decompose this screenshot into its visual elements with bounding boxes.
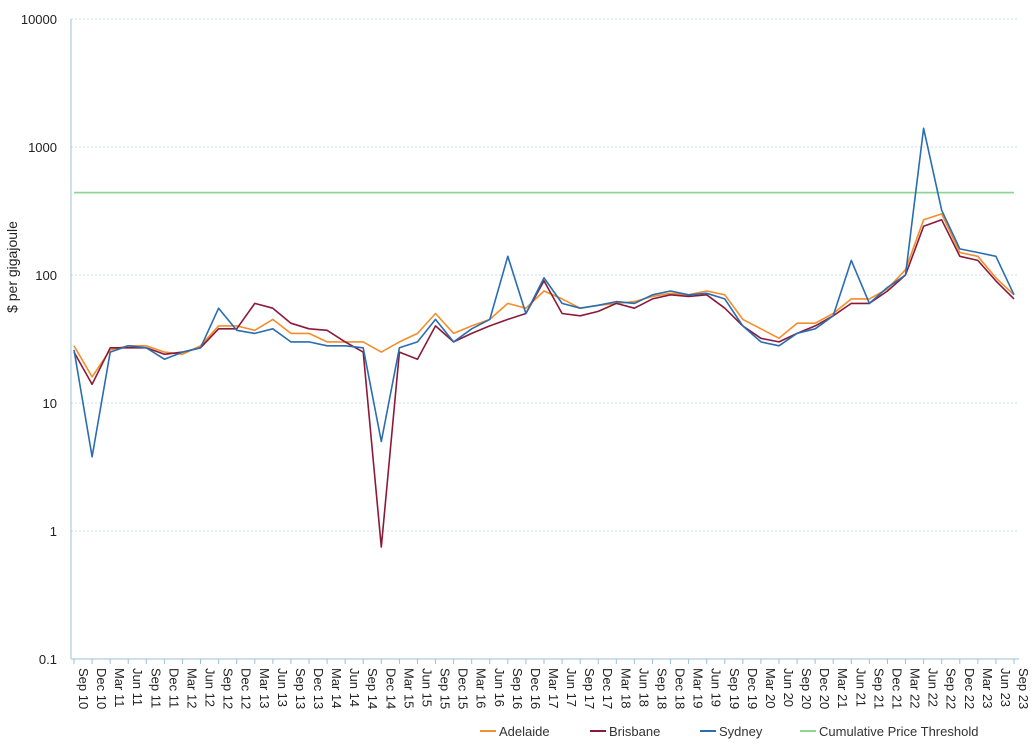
x-tick-labels: Sep 10 Dec 10 Mar 11 Jun 11 Sep 11 Dec 11 Mar … [76,668,1031,709]
x-tick-label: Sep 13 [293,668,308,709]
x-tick-label: Jun 16 [492,668,507,707]
x-tick-label: Dec 11 [166,668,181,708]
legend-label: Adelaide [499,724,550,739]
x-tick-label: Mar 16 [474,668,489,708]
x-tick-label: Mar 22 [908,668,923,708]
x-tick-label: Sep 17 [582,668,597,709]
x-tick-label: Jun 12 [203,668,218,707]
x-tick-label: Sep 22 [944,668,959,709]
x-tick-label: Sep 16 [510,668,525,709]
x-tick-label: Jun 11 [130,668,145,706]
x-tick-label: Sep 23 [1016,668,1031,709]
x-tick-label: Mar 14 [329,668,344,708]
x-tick-label: Mar 13 [257,668,272,708]
x-tick-label: Sep 19 [727,668,742,709]
x-tick-label: Mar 17 [546,668,561,708]
legend-label: Sydney [719,724,763,739]
x-tick-label: Jun 18 [636,668,651,707]
y-tick-label: 0.1 [39,652,57,667]
x-tick-label: Dec 20 [817,668,832,709]
x-tick-label: Jun 13 [275,668,290,707]
legend-item-adelaide: Adelaide [480,724,550,739]
legend-item-cumulative-price-threshold: Cumulative Price Threshold [800,724,978,739]
x-tick-label: Sep 20 [799,668,814,709]
legend-item-sydney: Sydney [700,724,763,739]
y-tick-label: 10000 [21,12,57,27]
x-tick-label: Mar 12 [184,668,199,708]
x-tick-label: Jun 22 [926,668,941,707]
x-tick-label: Dec 21 [889,668,904,709]
y-tick-label: 1000 [28,140,57,155]
x-tick-label: Jun 14 [347,668,362,707]
x-tick-label: Sep 14 [365,668,380,709]
x-tick-label: Sep 15 [438,668,453,709]
x-tick-label: Jun 20 [781,668,796,707]
x-tick-label: Sep 10 [76,668,91,709]
x-tick-label: Dec 15 [456,668,471,709]
gridlines [71,18,1019,532]
x-tick-label: Jun 17 [564,668,579,707]
y-tick-label: 100 [35,268,57,283]
x-tick-label: Mar 19 [691,668,706,708]
legend-item-brisbane: Brisbane [590,724,660,739]
x-tick-label: Mar 11 [112,668,127,708]
x-tick-label: Sep 21 [871,668,886,709]
axes [70,19,1019,664]
x-tick-label: Dec 12 [239,668,254,709]
x-tick-label: Mar 23 [980,668,995,708]
series-line-brisbane [73,219,1015,548]
x-tick-label: Sep 18 [654,668,669,709]
x-tick-label: Mar 21 [835,668,850,708]
x-tick-label: Jun 23 [998,668,1013,707]
legend-label: Brisbane [609,724,660,739]
x-tick-label: Mar 18 [618,668,633,708]
series-line-sydney [73,127,1015,458]
x-tick-label: Dec 22 [962,668,977,709]
x-tick-label: Dec 18 [673,668,688,709]
x-tick-label: Dec 13 [311,668,326,709]
x-tick-label: Sep 11 [148,668,163,708]
x-tick-label: Jun 19 [709,668,724,707]
series-line-adelaide [73,213,1015,378]
x-tick-label: Mar 20 [763,668,778,708]
y-tick-labels: 0.1 1 10 100 1000 10000 [21,12,57,667]
x-tick-label: Dec 19 [745,668,760,709]
y-tick-label: 1 [50,524,57,539]
legend-label: Cumulative Price Threshold [819,724,978,739]
y-tick-label: 10 [43,396,57,411]
x-tick-label: Jun 21 [853,668,868,707]
series-lines [73,127,1015,548]
y-axis-label: $ per gigajoule [4,221,20,313]
x-tick-label: Dec 10 [94,668,109,709]
x-tick-label: Sep 12 [221,668,236,709]
x-tick-label: Dec 16 [528,668,543,709]
x-tick-label: Dec 17 [600,668,615,709]
legend: Adelaide Brisbane Sydney Cumulative Price T… [480,724,978,739]
x-tick-label: Mar 15 [401,668,416,708]
x-tick-label: Jun 15 [419,668,434,707]
x-tick-label: Dec 14 [383,668,398,709]
